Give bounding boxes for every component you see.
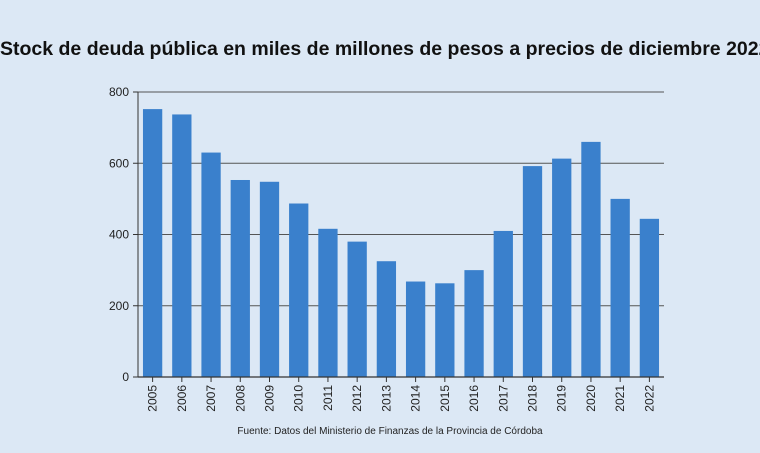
bar (552, 158, 572, 377)
bar (493, 230, 513, 377)
x-tick-label: 2017 (496, 385, 510, 412)
x-tick-label: 2020 (584, 385, 598, 412)
bar (201, 152, 221, 377)
bar (405, 281, 426, 377)
bar (289, 203, 309, 377)
x-tick-label: 2019 (555, 385, 569, 412)
x-tick-label: 2010 (292, 385, 306, 412)
bar (581, 141, 601, 377)
source-note: Fuente: Datos del Ministerio de Finanzas… (237, 426, 543, 437)
bar (464, 270, 484, 377)
x-tick-label: 2008 (233, 385, 247, 412)
x-tick-label: 2021 (613, 385, 627, 412)
bar (347, 241, 367, 377)
bar (259, 181, 280, 377)
bar (318, 228, 338, 377)
bar (172, 114, 192, 377)
bar (639, 218, 660, 377)
x-tick-label: 2006 (175, 385, 189, 412)
bar (230, 179, 250, 377)
y-tick-label: 200 (109, 299, 129, 313)
bar (522, 166, 543, 377)
x-tick-label: 2009 (263, 385, 277, 412)
x-tick-label: 2016 (467, 385, 481, 412)
x-tick-label: 2007 (204, 385, 218, 412)
bar (142, 109, 163, 377)
y-tick-label: 600 (109, 156, 129, 170)
x-tick-label: 2011 (321, 385, 335, 411)
x-tick-label: 2013 (379, 385, 393, 412)
y-tick-label: 0 (122, 370, 129, 384)
chart-title: Stock de deuda pública en miles de millo… (0, 38, 760, 60)
bar (435, 283, 455, 377)
x-tick-label: 2015 (438, 385, 452, 412)
y-tick-label: 400 (109, 228, 129, 242)
bar (610, 198, 630, 377)
x-tick-label: 2005 (146, 385, 160, 412)
bar (376, 261, 397, 377)
x-tick-label: 2022 (642, 385, 656, 412)
x-tick-label: 2014 (409, 385, 423, 412)
y-tick-label: 800 (109, 85, 129, 99)
x-tick-label: 2018 (526, 385, 540, 412)
x-tick-label: 2012 (350, 385, 364, 412)
